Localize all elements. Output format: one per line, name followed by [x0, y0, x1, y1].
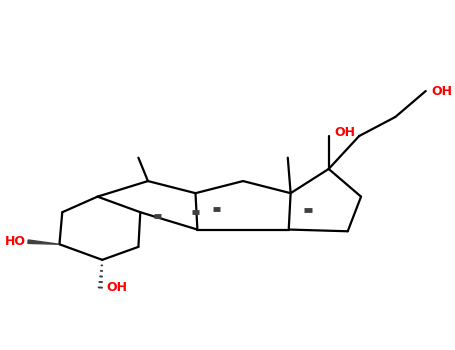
Text: OH: OH: [107, 281, 128, 294]
Text: OH: OH: [431, 84, 452, 98]
Text: HO: HO: [5, 235, 26, 248]
Text: OH: OH: [334, 126, 355, 139]
Polygon shape: [28, 240, 60, 244]
